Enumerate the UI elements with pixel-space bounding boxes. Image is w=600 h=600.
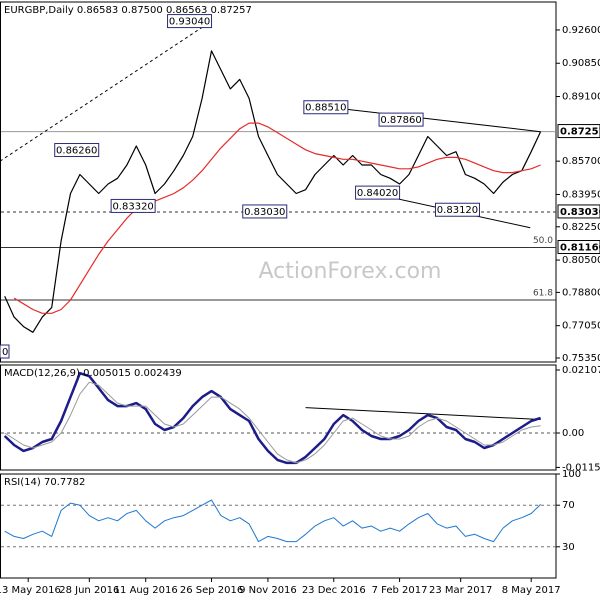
level-tag-label: 0.87257 xyxy=(560,127,600,138)
y-tick-label: -0.011507 xyxy=(562,462,600,473)
x-tick-label: 13 May 2016 xyxy=(0,585,61,596)
trend-line xyxy=(0,21,210,162)
series-line xyxy=(13,122,541,314)
x-tick-label: 23 Mar 2017 xyxy=(429,585,492,596)
price-callout xyxy=(434,202,480,217)
trend-line xyxy=(305,407,541,421)
y-tick-label: 30 xyxy=(562,542,575,553)
y-tick-label: 0.77050 xyxy=(562,321,600,332)
x-tick-label: 11 Aug 2016 xyxy=(114,585,178,596)
series-line xyxy=(4,499,541,543)
price-callout xyxy=(167,14,213,29)
fib-label: 50.0 xyxy=(533,236,553,246)
panel-title: MACD(12,26,9) 0.005015 0.002439 xyxy=(4,368,182,379)
y-tick-label: 100 xyxy=(562,469,581,480)
edge-tag xyxy=(0,344,10,359)
panel-frame xyxy=(0,364,557,471)
panel-frame xyxy=(0,1,557,363)
y-tick-label: 0.83950 xyxy=(562,189,600,200)
y-tick-label: 0.82250 xyxy=(562,222,600,233)
x-tick-label: 26 Sep 2016 xyxy=(180,585,243,596)
series-line xyxy=(4,381,541,464)
price-callout-label: 0.83320 xyxy=(112,201,153,212)
level-tag-label: 0.83030 xyxy=(560,207,600,218)
x-tick-label: 23 Dec 2016 xyxy=(302,585,366,596)
y-tick-label: 0.00 xyxy=(562,428,584,439)
price-callout-label: 0.86260 xyxy=(56,146,97,157)
price-callout-label: 0.83120 xyxy=(437,205,478,216)
y-tick-label: 0.021074 xyxy=(562,365,600,376)
price-callout-label: 0.88510 xyxy=(305,103,346,114)
y-tick-label: 0.90850 xyxy=(562,58,600,69)
level-tag xyxy=(557,240,600,255)
fib-label: 61.8 xyxy=(533,289,553,299)
price-callout xyxy=(355,185,401,200)
y-tick-label: 0.80500 xyxy=(562,255,600,266)
trend-line xyxy=(310,104,541,133)
price-callout xyxy=(378,112,424,127)
x-tick-label: 9 Nov 2016 xyxy=(239,585,297,596)
y-tick-label: 0.92600 xyxy=(562,25,600,36)
series-line xyxy=(4,50,542,333)
price-callout xyxy=(303,100,349,115)
level-tag xyxy=(557,124,600,139)
y-tick-label: 70 xyxy=(562,500,575,511)
watermark: ActionForex.com xyxy=(259,259,442,284)
y-tick-label: 0.78800 xyxy=(562,287,600,298)
y-tick-label: 0.75350 xyxy=(562,353,600,364)
price-callout xyxy=(110,198,156,213)
panel-frame xyxy=(0,473,557,579)
price-callout-label: 0.93040 xyxy=(169,17,210,28)
y-tick-label: 0.89100 xyxy=(562,92,600,103)
level-tag xyxy=(557,204,600,219)
price-callout-label: 0.87860 xyxy=(380,115,421,126)
panel-title: RSI(14) 70.7782 xyxy=(4,477,85,488)
x-tick-label: 28 Jun 2016 xyxy=(59,585,119,596)
series-line xyxy=(3,371,541,465)
edge-tag-label: 0 xyxy=(2,347,8,358)
y-tick-label: 0.85700 xyxy=(562,156,600,167)
price-callout xyxy=(54,143,100,158)
price-callout xyxy=(242,204,288,219)
x-tick-label: 7 Feb 2017 xyxy=(372,585,428,596)
price-callout-label: 0.84020 xyxy=(357,188,398,199)
x-tick-label: 8 May 2017 xyxy=(502,585,561,596)
panel-title: EURGBP,Daily 0.86583 0.87500 0.86563 0.8… xyxy=(4,5,252,16)
price-callout-label: 0.83030 xyxy=(244,207,285,218)
